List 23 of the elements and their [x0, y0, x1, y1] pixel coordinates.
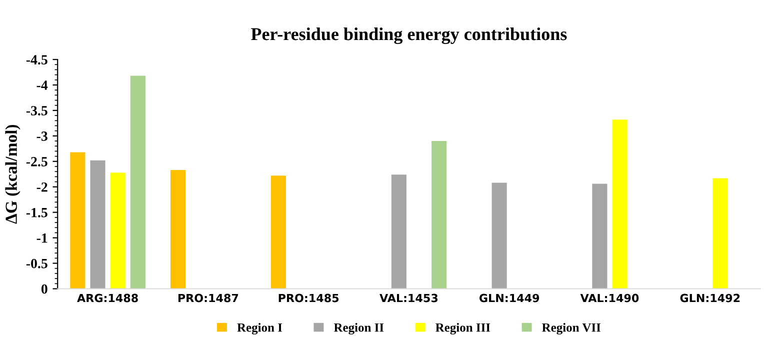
y-tick-label: -4.5	[26, 55, 48, 65]
y-tick-label: -2	[36, 182, 48, 192]
x-tick-label: ARG:1488	[77, 294, 138, 302]
y-tick-label: -3.5	[26, 106, 48, 116]
y-tick-label: -4	[36, 80, 48, 90]
y-tick-label: 0	[41, 284, 48, 294]
y-tick-label: -3	[36, 132, 48, 141]
y-axis-title: ΔG (kcal/mol)	[5, 124, 20, 224]
legend-label: Region III	[436, 323, 490, 334]
x-tick-label: PRO:1487	[178, 294, 238, 302]
x-tick-label: GLN:1449	[479, 294, 540, 302]
chart-title: Per-residue binding energy contributions	[251, 28, 567, 44]
x-tick-label: GLN:1492	[680, 294, 740, 302]
legend-label: Region I	[237, 323, 282, 334]
y-tick-label: -1	[36, 233, 48, 243]
y-tick-label: -2.5	[26, 157, 48, 166]
legend-label: Region II	[334, 323, 384, 334]
x-tick-label: PRO:1485	[278, 294, 339, 302]
x-tick-label: VAL:1453	[380, 294, 438, 302]
y-tick-label: -1.5	[26, 208, 48, 218]
y-tick-label: -0.5	[26, 258, 48, 268]
legend-label: Region VII	[542, 323, 601, 334]
x-tick-label: VAL:1490	[580, 294, 639, 302]
